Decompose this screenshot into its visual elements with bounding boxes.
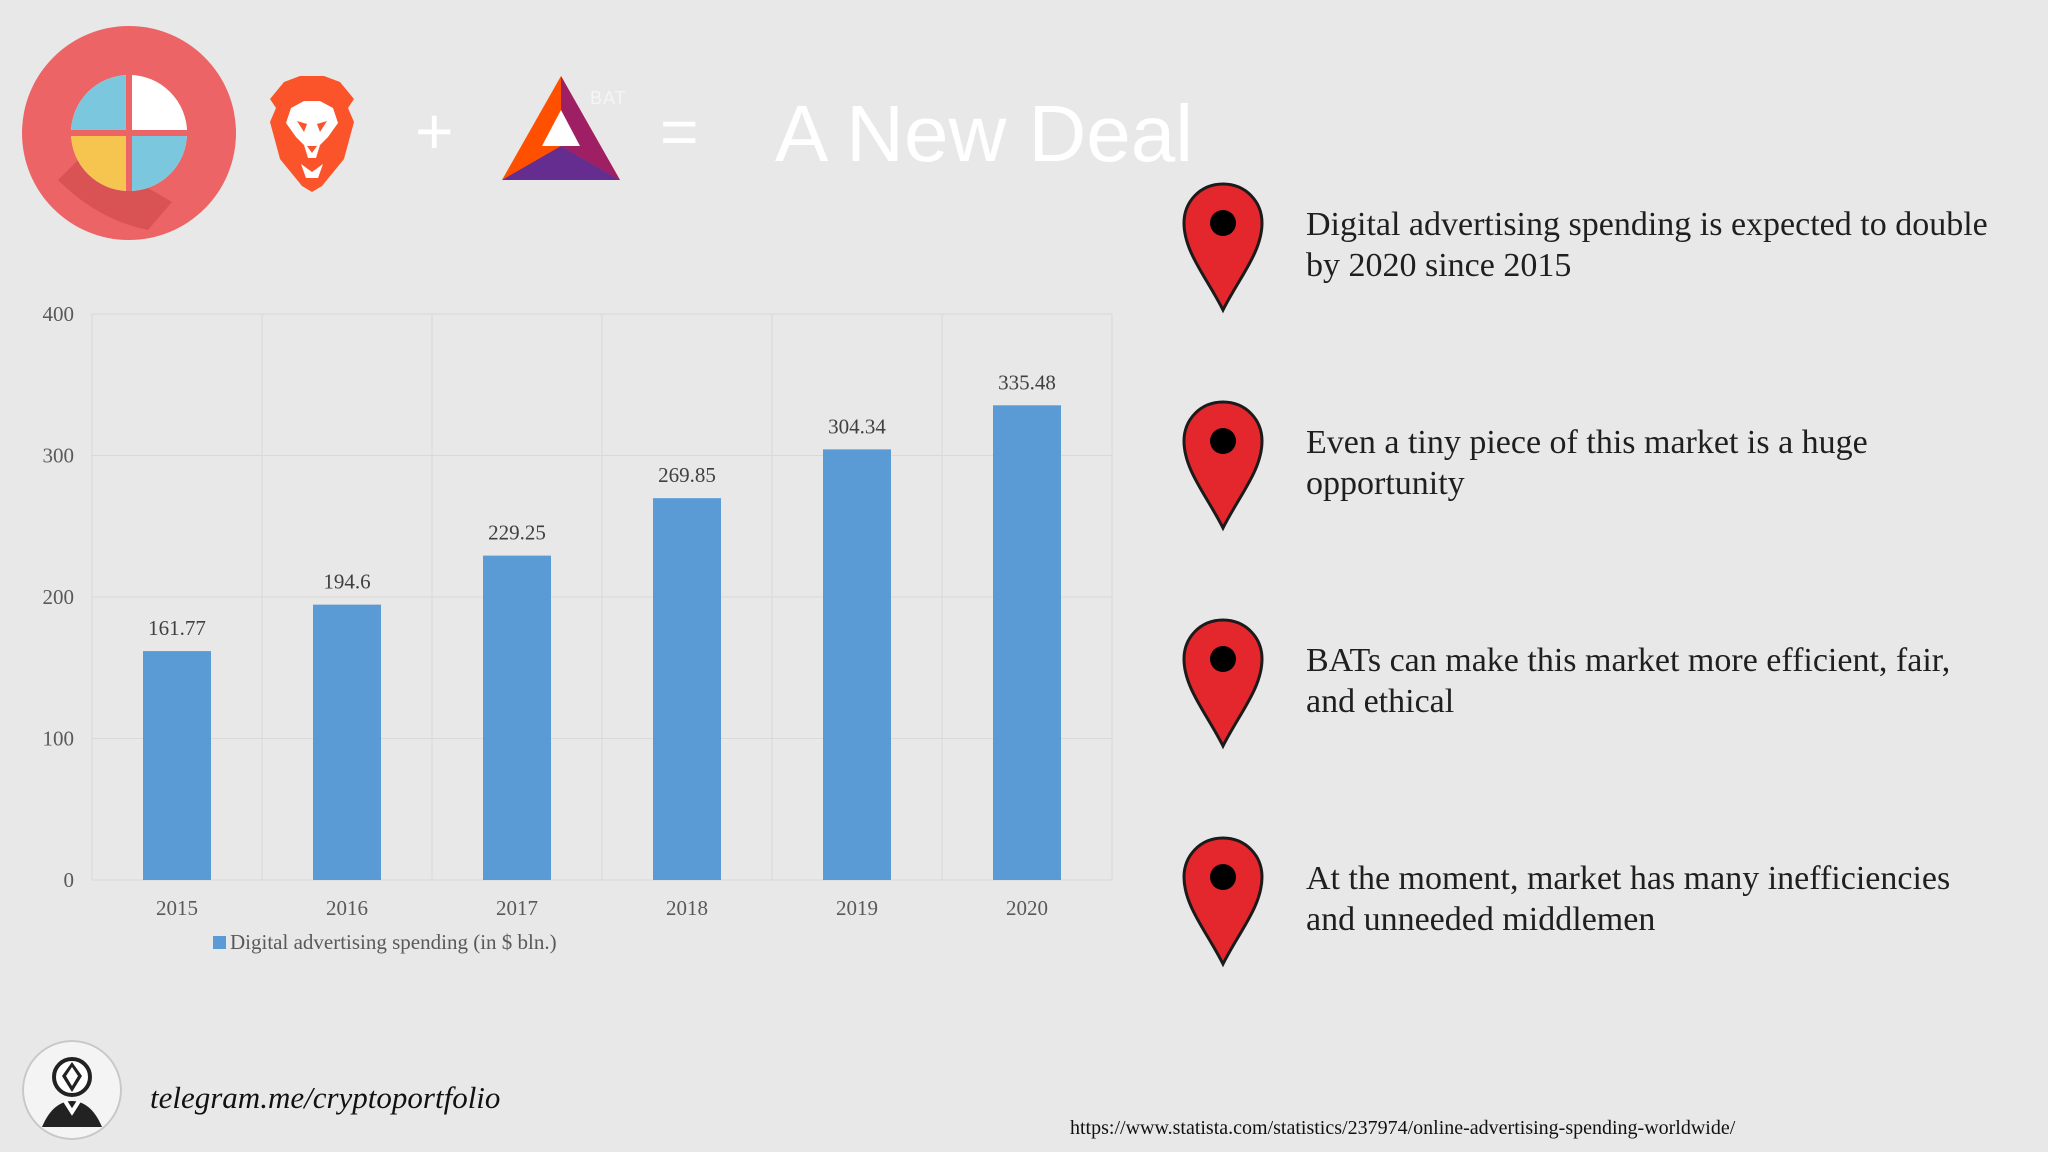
brave-lion-icon: [270, 76, 354, 192]
x-tick-label: 2018: [666, 896, 708, 920]
y-tick-label: 300: [43, 444, 75, 468]
data-label: 161.77: [148, 616, 206, 640]
data-label: 194.6: [323, 570, 370, 594]
bar-chart: 0 100 200 300 400 161.77 2015 194.6 2016 229.25 20…: [0, 290, 1140, 990]
telegram-link[interactable]: telegram.me/cryptoportfolio: [150, 1080, 501, 1115]
y-tick-label: 100: [43, 727, 75, 751]
map-pin-icon: [1182, 182, 1264, 314]
bar-2015: [143, 651, 211, 880]
source-link[interactable]: https://www.statista.com/statistics/2379…: [1070, 1117, 1736, 1139]
y-tick-label: 0: [64, 868, 75, 892]
legend-swatch: [213, 936, 226, 949]
legend-label: Digital advertising spending (in $ bln.): [230, 930, 557, 954]
y-tick-label: 400: [43, 302, 75, 326]
x-tick-label: 2015: [156, 896, 198, 920]
bullet-text: Even a tiny piece of this market is a hu…: [1306, 424, 1868, 502]
bat-triangle-icon: [502, 76, 620, 180]
x-tick-label: 2016: [326, 896, 368, 920]
map-pin-icon: [1182, 400, 1264, 532]
bar-2019: [823, 449, 891, 880]
bat-label: BAT: [590, 88, 627, 108]
bar-2016: [313, 604, 381, 880]
bullet-item-2: Even a tiny piece of this market is a hu…: [1178, 396, 2018, 536]
bar-2020: [993, 405, 1061, 880]
page-title: A New Deal: [775, 89, 1193, 178]
map-pin-icon: [1182, 836, 1264, 968]
avatar-icon: [22, 1040, 122, 1140]
bullet-item-1: Digital advertising spending is expected…: [1178, 178, 2018, 318]
data-label: 229.25: [488, 521, 546, 545]
data-label: 304.34: [828, 414, 886, 438]
data-label: 269.85: [658, 463, 716, 487]
x-tick-label: 2019: [836, 896, 878, 920]
x-tick-label: 2017: [496, 896, 538, 920]
bar-2018: [653, 498, 721, 880]
map-pin-icon: [1182, 618, 1264, 750]
bullet-item-3: BATs can make this market more efficient…: [1178, 614, 2018, 754]
x-tick-label: 2020: [1006, 896, 1048, 920]
bullet-text: Digital advertising spending is expected…: [1306, 206, 1988, 284]
bullet-text: BATs can make this market more efficient…: [1306, 642, 1951, 720]
plus-sign: +: [415, 94, 454, 168]
pie-chart-logo-icon: [22, 26, 236, 240]
equals-sign: =: [660, 94, 699, 168]
chart-svg: 0 100 200 300 400 161.77 2015 194.6 2016 229.25 20…: [43, 302, 1113, 954]
bullet-item-4: At the moment, market has many inefficie…: [1178, 832, 2018, 972]
bullet-text: At the moment, market has many inefficie…: [1306, 860, 1951, 938]
y-tick-label: 200: [43, 585, 75, 609]
data-label: 335.48: [998, 370, 1056, 394]
bar-2017: [483, 555, 551, 880]
